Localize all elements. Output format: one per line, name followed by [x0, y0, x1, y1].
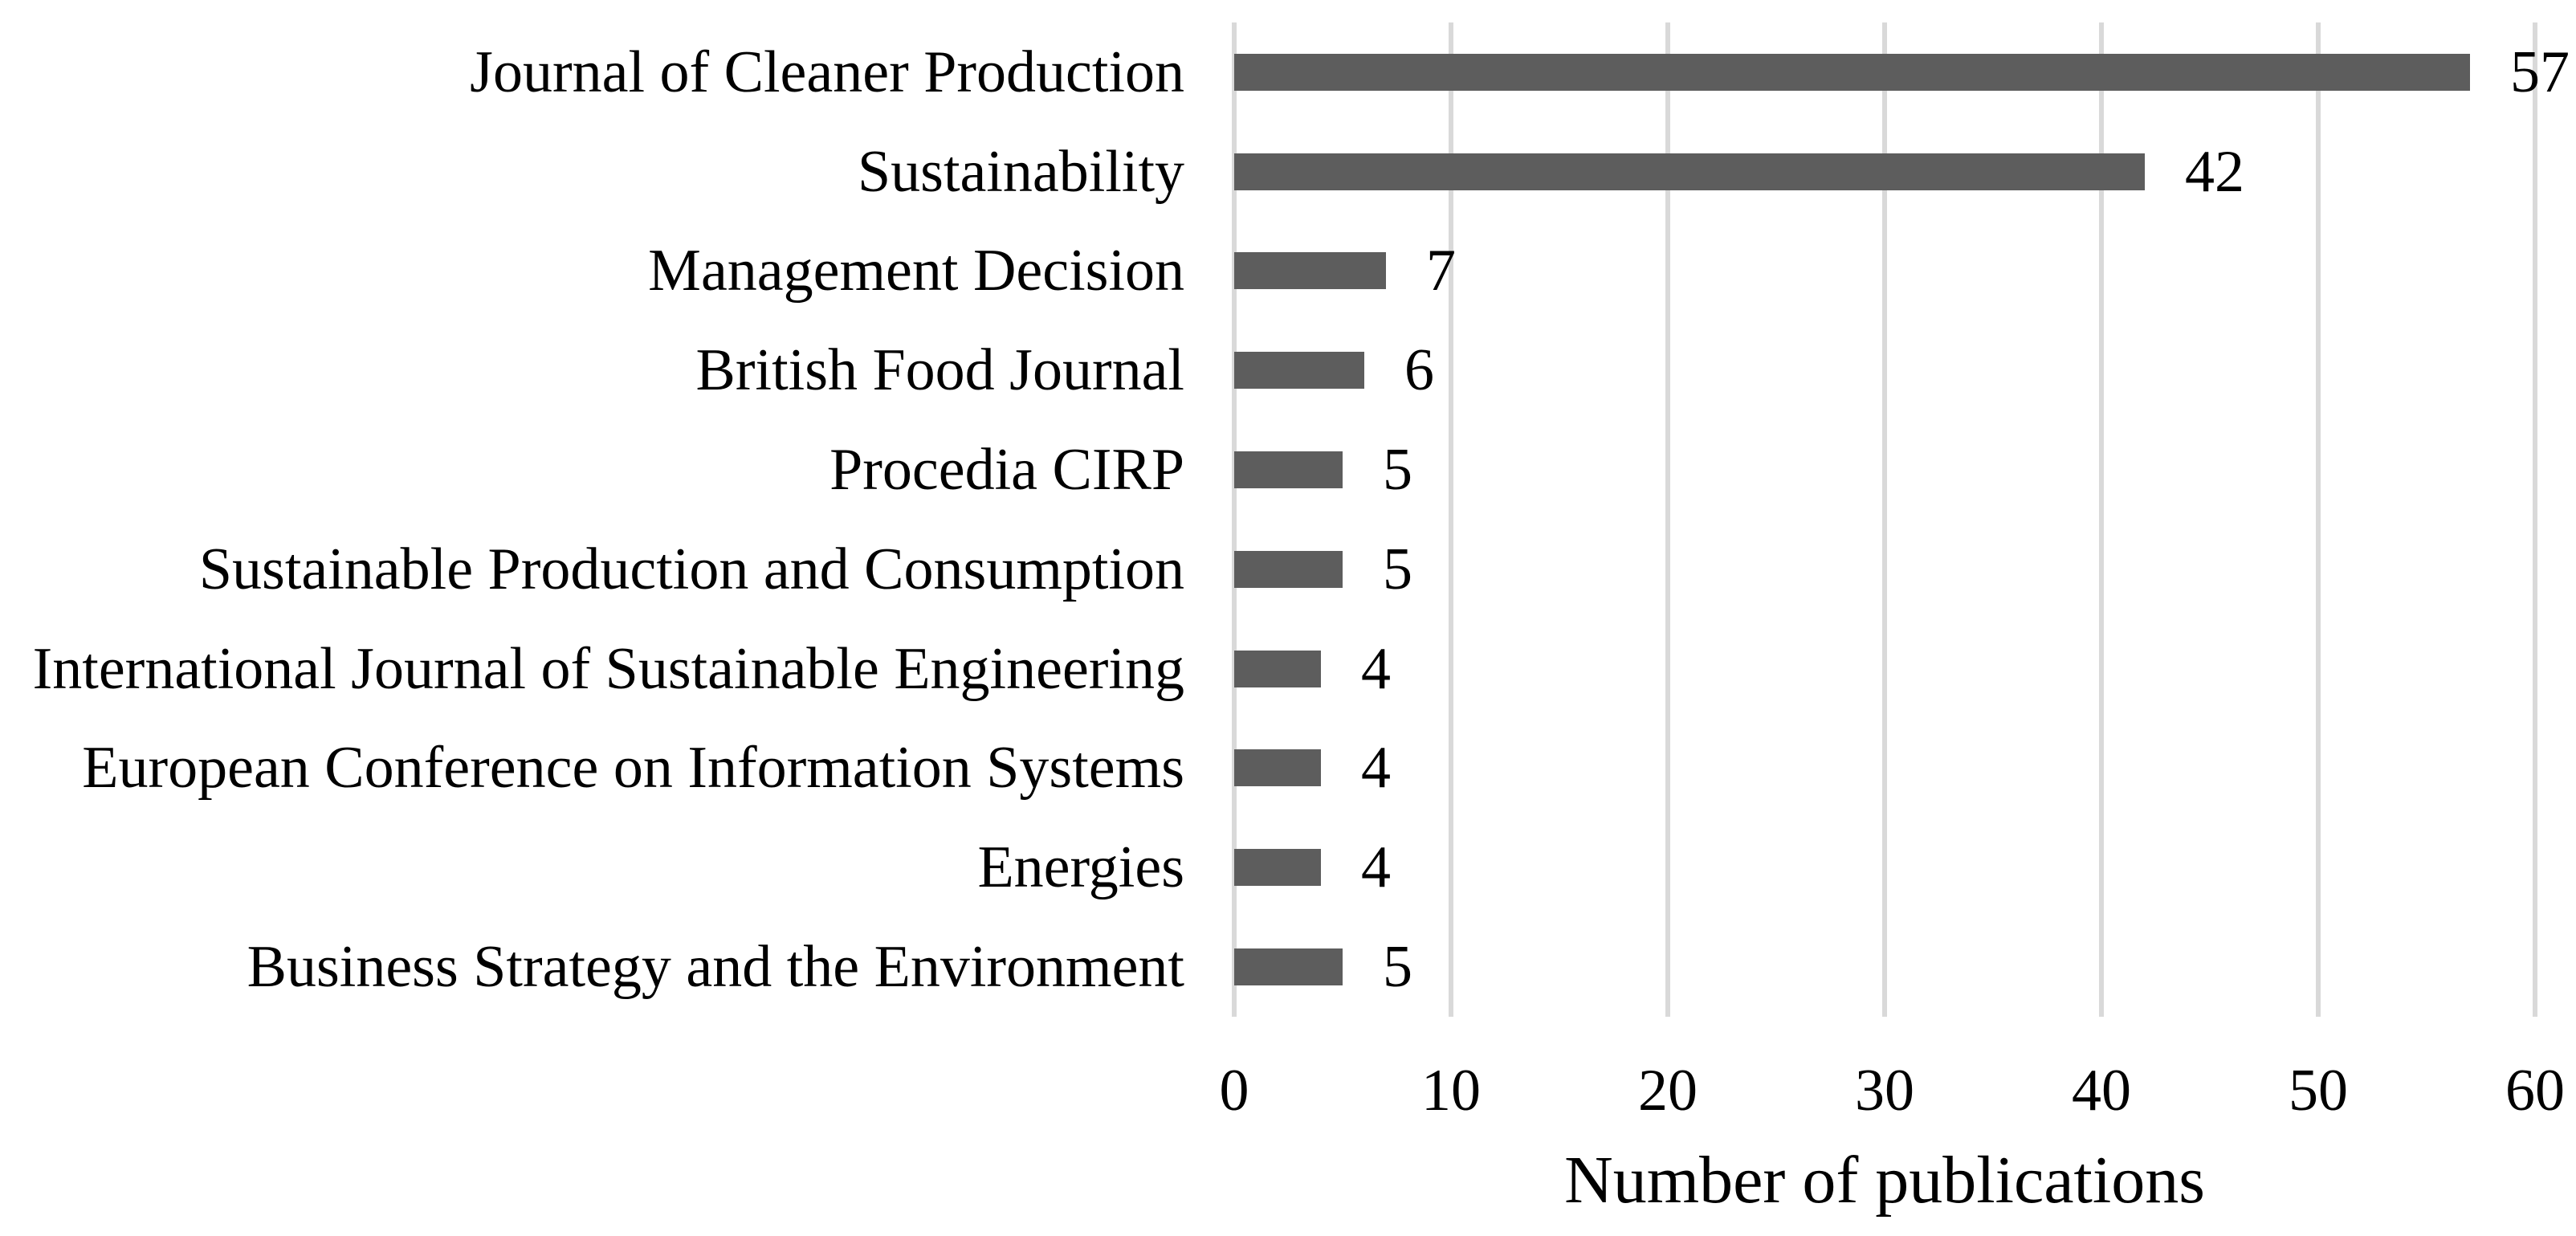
- category-label: Business Strategy and the Environment: [247, 934, 1184, 1001]
- x-tick-label: 20: [1638, 1058, 1698, 1124]
- value-label: 4: [1361, 735, 1391, 802]
- category-axis: Journal of Cleaner Production Sustainabil…: [0, 22, 1184, 1017]
- gridline-x-50: [2316, 22, 2321, 1017]
- plot-area: 57 42 7 6 5 5 4 4 4 5: [1232, 22, 2570, 1017]
- category-label: Management Decision: [648, 238, 1184, 304]
- gridline-x-30: [1882, 22, 1887, 1017]
- value-label: 5: [1383, 437, 1412, 504]
- gridline-x-60: [2533, 22, 2537, 1017]
- x-tick-label: 10: [1421, 1058, 1481, 1124]
- bar-row: 7: [1234, 222, 2535, 321]
- bar-row: 4: [1234, 818, 2535, 917]
- category-label: Sustainability: [858, 138, 1184, 205]
- value-label: 5: [1383, 934, 1412, 1001]
- x-tick-label: 30: [1855, 1058, 1914, 1124]
- x-tick-label: 0: [1219, 1058, 1249, 1124]
- bar-row: 42: [1234, 122, 2535, 222]
- bar: [1234, 352, 1364, 390]
- x-axis-title: Number of publications: [1564, 1143, 2205, 1218]
- bar-row: 5: [1234, 520, 2535, 619]
- bar-row: 5: [1234, 420, 2535, 520]
- gridline-x-20: [1665, 22, 1670, 1017]
- x-tick-label: 50: [2289, 1058, 2348, 1124]
- bar: [1234, 451, 1343, 489]
- bar: [1234, 252, 1386, 290]
- category-label: European Conference on Information Syste…: [82, 735, 1184, 802]
- bar: [1234, 948, 1343, 986]
- category-label: International Journal of Sustainable Eng…: [32, 635, 1184, 702]
- category-label: Journal of Cleaner Production: [470, 39, 1184, 105]
- bar: [1234, 849, 1321, 887]
- bar: [1234, 550, 1343, 588]
- category-label: Procedia CIRP: [829, 437, 1184, 504]
- gridline-x-40: [2099, 22, 2104, 1017]
- value-label: 4: [1361, 635, 1391, 702]
- x-tick-label: 40: [2072, 1058, 2131, 1124]
- x-tick-label: 60: [2505, 1058, 2565, 1124]
- bar-row: 6: [1234, 320, 2535, 420]
- bar: [1234, 53, 2470, 91]
- bar: [1234, 153, 2145, 190]
- bar-row: 5: [1234, 917, 2535, 1017]
- category-label: Sustainable Production and Consumption: [198, 536, 1184, 602]
- category-label: Energies: [977, 834, 1184, 901]
- value-label: 6: [1404, 337, 1434, 404]
- value-label: 5: [1383, 536, 1412, 602]
- x-axis-tick-labels: 0 10 20 30 40 50 60: [1220, 1058, 2566, 1131]
- value-label: 57: [2510, 39, 2570, 105]
- value-label: 7: [1426, 238, 1456, 304]
- bar-row: 4: [1234, 619, 2535, 719]
- value-label: 4: [1361, 834, 1391, 901]
- bar: [1234, 749, 1321, 787]
- bar: [1234, 650, 1321, 687]
- category-label: British Food Journal: [695, 337, 1184, 404]
- value-label: 42: [2185, 138, 2244, 205]
- bar-row: 4: [1234, 719, 2535, 818]
- bar-row: 57: [1234, 22, 2570, 122]
- gridline-x-0: [1232, 22, 1237, 1017]
- gridline-x-10: [1449, 22, 1453, 1017]
